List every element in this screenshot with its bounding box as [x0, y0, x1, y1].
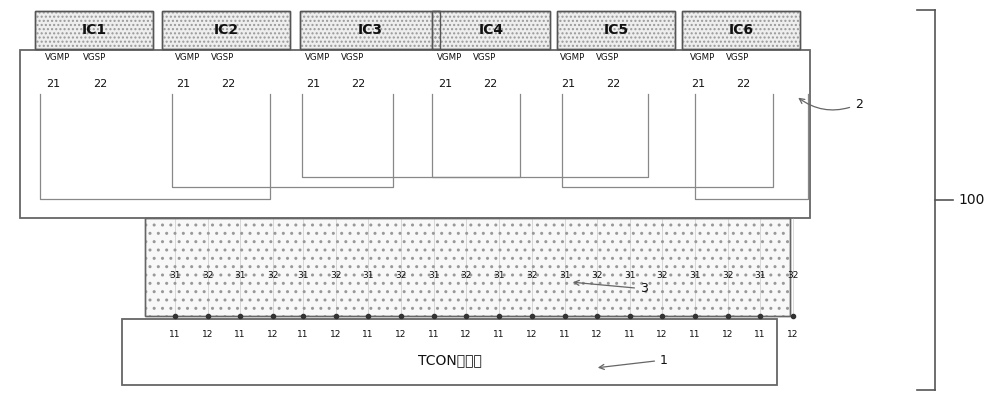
Text: 12: 12	[787, 330, 799, 339]
Text: 21: 21	[306, 79, 320, 89]
Bar	[162, 11, 290, 49]
Text: VGSP: VGSP	[596, 53, 620, 62]
Bar	[35, 11, 153, 49]
Text: 11: 11	[297, 330, 309, 339]
Text: 32: 32	[202, 272, 214, 280]
Text: IC4: IC4	[478, 23, 504, 37]
Text: 31: 31	[428, 272, 440, 280]
Text: 11: 11	[689, 330, 701, 339]
Bar	[300, 11, 440, 49]
Bar	[145, 218, 790, 316]
Text: IC5: IC5	[603, 23, 629, 37]
Text: 22: 22	[221, 79, 235, 89]
Text: 11: 11	[362, 330, 374, 339]
Text: VGMP: VGMP	[690, 53, 716, 62]
Text: 11: 11	[624, 330, 636, 339]
Text: 31: 31	[624, 272, 636, 280]
Text: 12: 12	[591, 330, 603, 339]
Text: IC1: IC1	[81, 23, 107, 37]
Bar	[20, 50, 810, 218]
Text: 12: 12	[267, 330, 279, 339]
Text: 12: 12	[656, 330, 668, 339]
Text: IC6: IC6	[729, 23, 754, 37]
Bar	[557, 11, 675, 49]
Text: 22: 22	[93, 79, 107, 89]
Text: 31: 31	[559, 272, 571, 280]
Bar	[682, 11, 800, 49]
Text: 12: 12	[202, 330, 214, 339]
Text: 31: 31	[297, 272, 309, 280]
Text: 11: 11	[559, 330, 571, 339]
Text: 12: 12	[460, 330, 472, 339]
Text: 22: 22	[483, 79, 497, 89]
Text: 100: 100	[958, 193, 984, 207]
Bar	[162, 11, 290, 49]
Text: 32: 32	[787, 272, 799, 280]
Text: 31: 31	[754, 272, 766, 280]
Text: IC2: IC2	[213, 23, 239, 37]
Text: 12: 12	[395, 330, 407, 339]
Bar	[35, 11, 153, 49]
Text: 31: 31	[362, 272, 374, 280]
Text: 12: 12	[330, 330, 342, 339]
Text: 31: 31	[689, 272, 701, 280]
Text: 22: 22	[736, 79, 750, 89]
Text: 32: 32	[330, 272, 342, 280]
Text: VGSP: VGSP	[726, 53, 750, 62]
Text: VGMP: VGMP	[45, 53, 71, 62]
Text: 22: 22	[351, 79, 365, 89]
Bar	[682, 11, 800, 49]
Text: VGMP: VGMP	[437, 53, 463, 62]
Text: VGMP: VGMP	[560, 53, 586, 62]
Bar	[300, 11, 440, 49]
Text: 21: 21	[691, 79, 705, 89]
Text: 31: 31	[169, 272, 181, 280]
Bar	[300, 11, 440, 49]
Bar	[162, 11, 290, 49]
Text: 11: 11	[169, 330, 181, 339]
Bar	[145, 218, 790, 316]
Text: TCON电路板: TCON电路板	[418, 353, 481, 367]
Bar	[35, 11, 153, 49]
Bar	[682, 11, 800, 49]
Bar	[145, 218, 790, 316]
Text: 1: 1	[599, 354, 668, 370]
Text: 32: 32	[591, 272, 603, 280]
Text: 31: 31	[493, 272, 505, 280]
Text: 21: 21	[561, 79, 575, 89]
Bar	[432, 11, 550, 49]
Text: 12: 12	[722, 330, 734, 339]
Text: 21: 21	[176, 79, 190, 89]
Text: VGSP: VGSP	[473, 53, 497, 62]
Bar	[432, 11, 550, 49]
Text: 11: 11	[754, 330, 766, 339]
Text: 32: 32	[395, 272, 407, 280]
Text: VGMP: VGMP	[175, 53, 201, 62]
Text: 11: 11	[428, 330, 440, 339]
Text: IC3: IC3	[358, 23, 382, 37]
Text: 32: 32	[460, 272, 472, 280]
Text: VGMP: VGMP	[305, 53, 331, 62]
Bar	[557, 11, 675, 49]
Text: 21: 21	[438, 79, 452, 89]
Text: VGSP: VGSP	[211, 53, 235, 62]
Bar	[557, 11, 675, 49]
Text: 32: 32	[267, 272, 279, 280]
Text: 32: 32	[656, 272, 668, 280]
Bar	[432, 11, 550, 49]
Text: VGSP: VGSP	[83, 53, 107, 62]
Text: 31: 31	[234, 272, 246, 280]
Text: 2: 2	[799, 98, 863, 110]
Text: 11: 11	[234, 330, 246, 339]
Text: 11: 11	[493, 330, 505, 339]
Text: 32: 32	[526, 272, 538, 280]
Text: 12: 12	[526, 330, 538, 339]
Text: VGSP: VGSP	[341, 53, 365, 62]
Text: 22: 22	[606, 79, 620, 89]
Bar	[122, 319, 777, 385]
Text: 3: 3	[574, 280, 648, 295]
Text: 32: 32	[722, 272, 734, 280]
Text: 21: 21	[46, 79, 60, 89]
